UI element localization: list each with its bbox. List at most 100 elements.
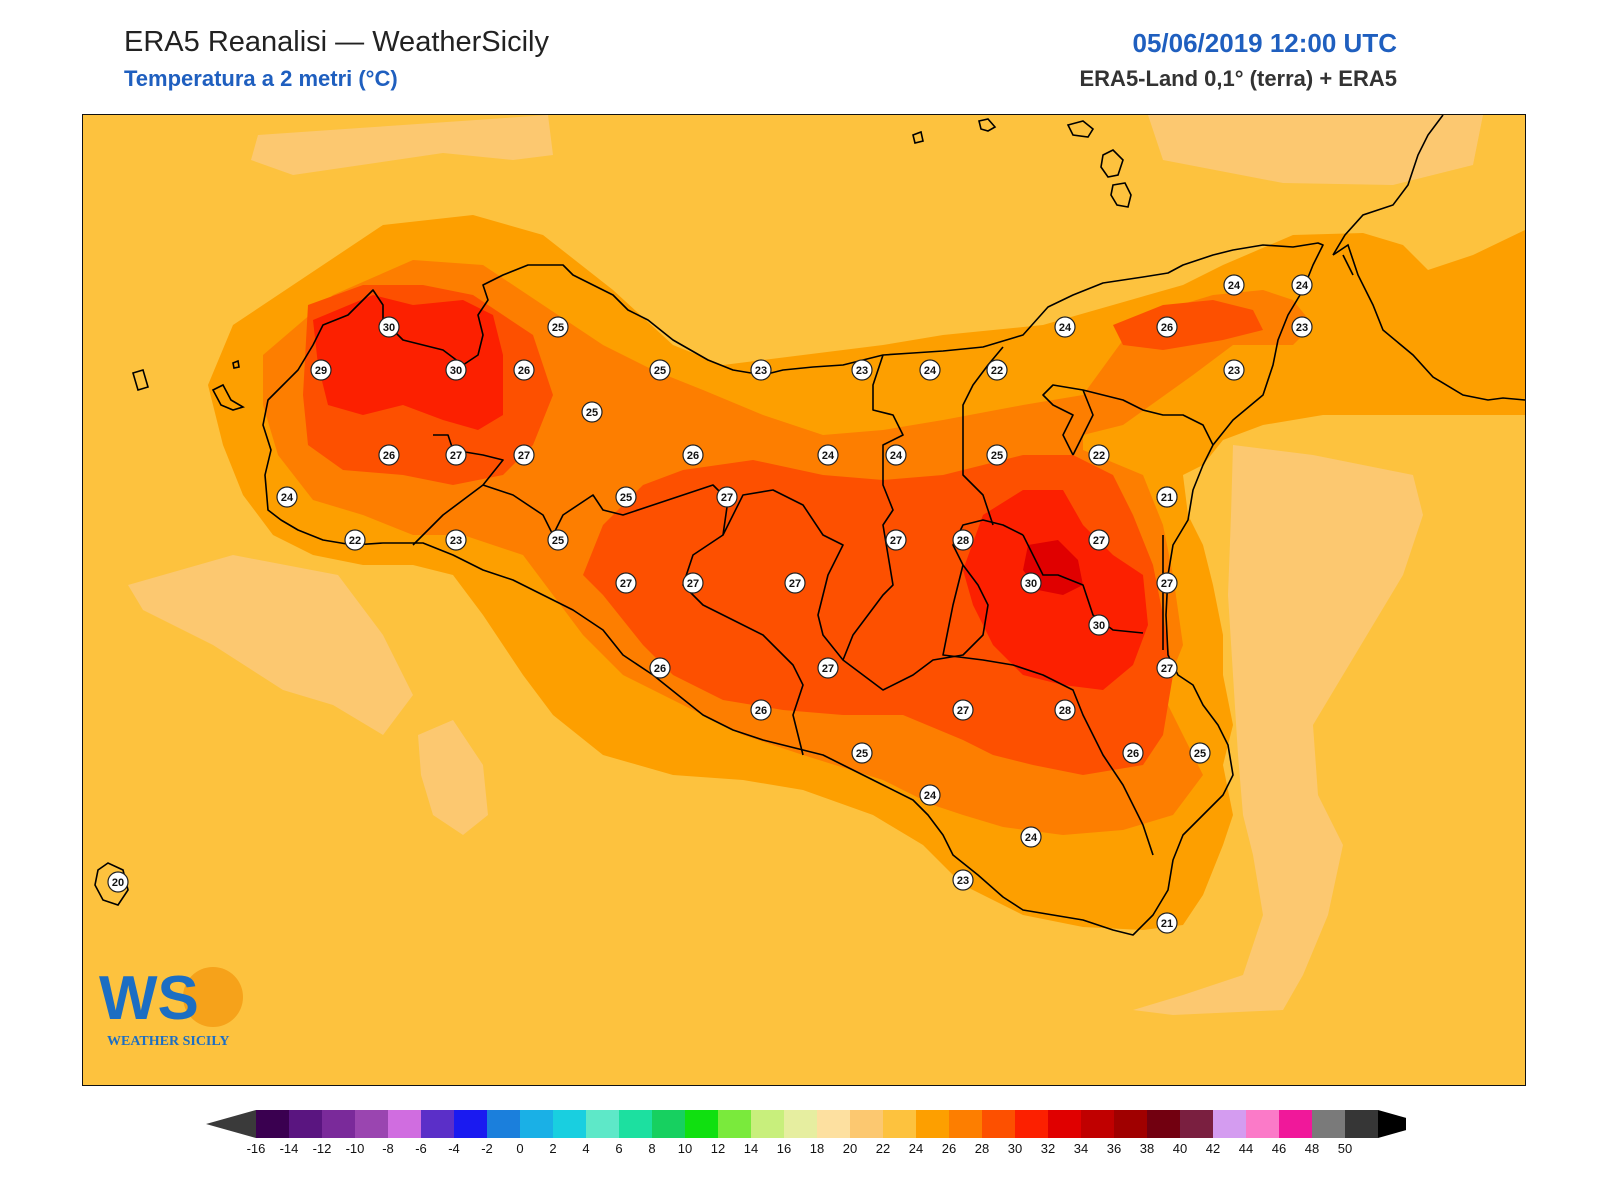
colorbar-swatch xyxy=(1279,1110,1312,1138)
station-dot xyxy=(445,444,467,466)
station-marker: 24 xyxy=(817,444,839,466)
colorbar-swatch xyxy=(916,1110,949,1138)
colorbar-swatch xyxy=(1213,1110,1246,1138)
station-dot xyxy=(682,444,704,466)
station-dot xyxy=(1189,742,1211,764)
colorbar-tick-label: 44 xyxy=(1239,1141,1253,1156)
station-dot xyxy=(107,871,129,893)
station-dot xyxy=(1020,572,1042,594)
colorbar-tick-label: 28 xyxy=(975,1141,989,1156)
station-dot xyxy=(581,401,603,423)
station-value: 28 xyxy=(1059,705,1071,717)
station-value: 24 xyxy=(1059,322,1072,334)
station-marker: 24 xyxy=(1054,316,1076,338)
colorbar-tick-label: 24 xyxy=(909,1141,923,1156)
station-marker: 27 xyxy=(952,699,974,721)
valid-datetime: 05/06/2019 12:00 UTC xyxy=(1132,28,1397,58)
station-value: 21 xyxy=(1161,918,1173,930)
station-value: 27 xyxy=(518,450,530,462)
station-dot xyxy=(919,784,941,806)
colorbar-tick-label: -6 xyxy=(415,1141,427,1156)
station-dot xyxy=(1156,657,1178,679)
station-marker: 23 xyxy=(851,359,873,381)
station-marker: 22 xyxy=(1088,444,1110,466)
station-marker: 27 xyxy=(682,572,704,594)
station-dot xyxy=(1223,359,1245,381)
colorbar-swatch xyxy=(322,1110,355,1138)
station-marker: 24 xyxy=(276,486,298,508)
station-dot xyxy=(445,529,467,551)
colorbar-tick-label: 4 xyxy=(582,1141,589,1156)
station-marker: 30 xyxy=(445,359,467,381)
station-value: 30 xyxy=(383,322,395,334)
station-value: 23 xyxy=(450,535,462,547)
station-value: 26 xyxy=(518,365,530,377)
station-value: 20 xyxy=(112,877,124,889)
colorbar-tick-label: 36 xyxy=(1107,1141,1121,1156)
station-marker: 26 xyxy=(649,657,671,679)
station-marker: 29 xyxy=(310,359,332,381)
station-value: 30 xyxy=(1093,620,1105,632)
station-marker: 27 xyxy=(1156,657,1178,679)
station-dot xyxy=(1088,614,1110,636)
colorbar-swatch xyxy=(1015,1110,1048,1138)
station-value: 22 xyxy=(991,365,1003,377)
station-marker: 21 xyxy=(1156,486,1178,508)
station-dot xyxy=(513,444,535,466)
station-value: 25 xyxy=(856,748,868,760)
station-dot xyxy=(649,657,671,679)
colorbar-tick-label: -2 xyxy=(481,1141,493,1156)
station-dot xyxy=(1054,699,1076,721)
colorbar-swatch xyxy=(1048,1110,1081,1138)
station-marker: 25 xyxy=(986,444,1008,466)
station-marker: 25 xyxy=(649,359,671,381)
station-dot xyxy=(1088,529,1110,551)
station-dot xyxy=(1156,316,1178,338)
colorbar-tick-label: -12 xyxy=(313,1141,332,1156)
station-dot xyxy=(1088,444,1110,466)
station-dot xyxy=(1156,572,1178,594)
colorbar-swatch xyxy=(718,1110,751,1138)
station-dot xyxy=(1054,316,1076,338)
station-marker: 26 xyxy=(1156,316,1178,338)
colorbar-swatch xyxy=(982,1110,1015,1138)
station-value: 25 xyxy=(654,365,666,377)
colorbar-tick-label: 0 xyxy=(516,1141,523,1156)
station-marker: 22 xyxy=(344,529,366,551)
station-marker: 23 xyxy=(750,359,772,381)
colorbar-tick-label: -14 xyxy=(280,1141,299,1156)
colorbar-swatch xyxy=(784,1110,817,1138)
station-marker: 27 xyxy=(817,657,839,679)
colorbar-tick-label: 10 xyxy=(678,1141,692,1156)
station-marker: 24 xyxy=(919,784,941,806)
station-marker: 27 xyxy=(615,572,637,594)
station-value: 24 xyxy=(924,790,937,802)
colorbar-tick-label: 46 xyxy=(1272,1141,1286,1156)
colorbar-tick-label: 42 xyxy=(1206,1141,1220,1156)
colorbar-tick-label: 38 xyxy=(1140,1141,1154,1156)
temperature-colorbar: -16 -14 -12 -10 -8 -6 -4 -2 0 2 4 6 8 10 12 14 16 18 20 22 2… xyxy=(206,1108,1428,1173)
station-dot xyxy=(513,359,535,381)
station-dot xyxy=(885,529,907,551)
station-dot xyxy=(851,359,873,381)
station-dot xyxy=(750,359,772,381)
station-dot xyxy=(547,529,569,551)
station-dot xyxy=(716,486,738,508)
colorbar-tick-label: 16 xyxy=(777,1141,791,1156)
station-dot xyxy=(378,444,400,466)
station-marker: 25 xyxy=(547,529,569,551)
station-dot xyxy=(615,572,637,594)
station-marker: 23 xyxy=(1223,359,1245,381)
colorbar-tick-label: 14 xyxy=(744,1141,758,1156)
station-value: 24 xyxy=(1296,280,1309,292)
station-value: 24 xyxy=(822,450,835,462)
station-dot xyxy=(817,444,839,466)
station-value: 23 xyxy=(1296,322,1308,334)
station-marker: 30 xyxy=(378,316,400,338)
station-dot xyxy=(378,316,400,338)
station-marker: 26 xyxy=(682,444,704,466)
station-value: 25 xyxy=(620,492,632,504)
station-dot xyxy=(1291,274,1313,296)
station-value: 26 xyxy=(654,663,666,675)
station-marker: 25 xyxy=(547,316,569,338)
